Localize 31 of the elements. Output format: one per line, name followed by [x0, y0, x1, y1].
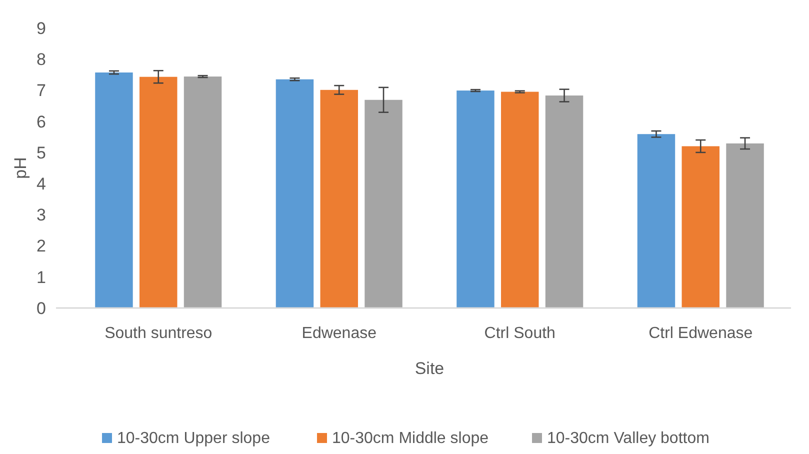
- y-tick-label: 9: [36, 18, 46, 38]
- bar: [140, 76, 178, 308]
- bar: [501, 92, 539, 308]
- bar: [276, 79, 314, 308]
- bar: [637, 134, 676, 308]
- y-tick-label: 6: [36, 112, 46, 132]
- x-tick-label: Edwenase: [302, 325, 377, 342]
- x-tick-label: Ctrl South: [484, 325, 556, 342]
- y-tick-label: 4: [36, 174, 46, 194]
- legend-label: 10-30cm Middle slope: [332, 430, 489, 447]
- legend-label: 10-30cm Upper slope: [117, 430, 270, 447]
- y-tick-label: 3: [36, 206, 46, 225]
- y-tick-label: 5: [36, 143, 46, 162]
- legend-label: 10-30cm Valley bottom: [547, 430, 710, 447]
- bar: [95, 72, 133, 308]
- y-tick-label: 2: [36, 236, 46, 256]
- x-tick-label: Ctrl Edwenase: [648, 325, 753, 342]
- bar: [320, 90, 358, 308]
- x-axis-title: Site: [414, 359, 444, 378]
- x-tick-label: South suntreso: [104, 325, 212, 342]
- y-tick-label: 1: [36, 268, 46, 287]
- y-tick-label: 7: [36, 81, 46, 100]
- bar: [364, 100, 402, 308]
- bar: [456, 90, 494, 308]
- bar: [184, 76, 222, 308]
- y-tick-label: 0: [36, 298, 46, 318]
- bar: [726, 143, 764, 308]
- y-axis-title: pH: [11, 157, 30, 179]
- bar: [682, 146, 720, 308]
- y-tick-label: 8: [36, 50, 46, 70]
- bar: [545, 96, 584, 308]
